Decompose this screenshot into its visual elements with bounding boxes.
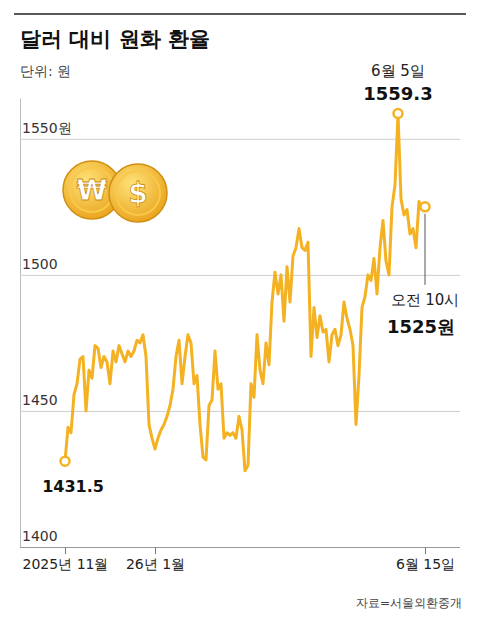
grid-line [20, 139, 460, 140]
x-tick-label: 6월 15일 [396, 556, 455, 572]
leader-line [425, 214, 426, 285]
source: 자료=서울외환중개 [356, 596, 462, 610]
plot-area [61, 109, 430, 471]
coin-body [109, 164, 167, 222]
y-tick: 1400 [20, 528, 460, 547]
coin-rim [116, 171, 160, 215]
x-tick-mark [425, 547, 426, 554]
x-tick-mark [65, 547, 66, 554]
coin: $ [109, 164, 167, 222]
title: 달러 대비 원화 환율 [20, 27, 210, 51]
y-axis-line [20, 99, 21, 548]
y-tick: 1500 [20, 256, 460, 275]
y-tick: 1550원 [20, 120, 460, 139]
x-axis: 2025년 11월 26년 1월 6월 15일 [23, 547, 456, 572]
x-axis-line [66, 547, 426, 548]
chart-svg: 달러 대비 원화 환율단위: 원 1400 1450 1500 1550원 2025년 1… [0, 0, 480, 620]
y-axis: 1400 1450 1500 1550원 [20, 99, 460, 548]
coin-icons: ₩$ [63, 161, 167, 222]
line [65, 114, 425, 471]
x-tick: 6월 15일 [396, 547, 455, 572]
chart-container: 달러 대비 원화 환율단위: 원 1400 1450 1500 1550원 2025년 1… [0, 0, 480, 620]
highlight-marker [61, 457, 70, 466]
x-tick-label: 2025년 11월 [23, 556, 109, 572]
y-tick-label: 1550원 [22, 120, 72, 136]
annotations: 6월 5일 1559.3 1431.5 오전 10시 1525원 [42, 62, 459, 497]
annotation-text: 오전 10시 [391, 291, 460, 309]
x-tick-label: 26년 1월 [126, 556, 185, 572]
annotation-value: 1559.3 [363, 83, 432, 104]
highlight-marker [394, 109, 403, 118]
grid-line [20, 547, 460, 548]
coin-symbol: ₩ [77, 174, 108, 207]
y-tick-label: 1450 [22, 392, 58, 408]
annotation-value: 1431.5 [42, 477, 104, 496]
x-tick: 26년 1월 [126, 547, 185, 572]
y-tick-label: 1500 [22, 256, 58, 272]
x-tick: 2025년 11월 [23, 547, 109, 572]
grid-line [20, 275, 460, 276]
annotation-text: 6월 5일 [371, 62, 425, 80]
coin-symbol: $ [128, 177, 147, 210]
top-rule [14, 13, 466, 15]
highlight-marker [421, 202, 430, 211]
x-tick-mark [155, 547, 156, 554]
coin-rim [70, 168, 114, 212]
annotation-value: 1525원 [387, 316, 455, 337]
subtitle: 단위: 원 [20, 63, 71, 79]
y-tick-label: 1400 [22, 528, 58, 544]
